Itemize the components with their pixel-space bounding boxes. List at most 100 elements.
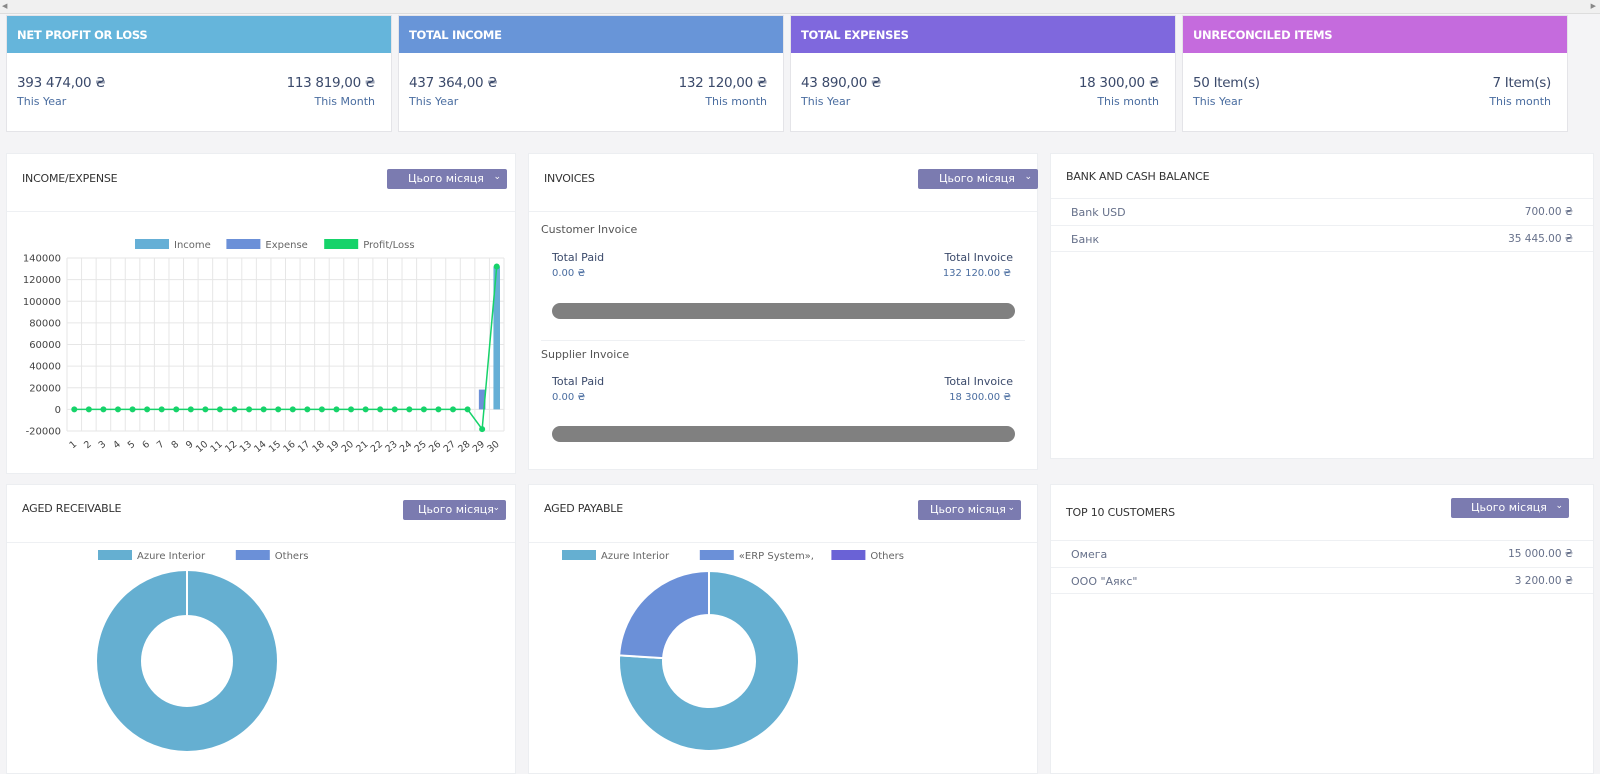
bank-row-value: 35 445.00 ₴ xyxy=(1508,233,1573,245)
period-dropdown[interactable]: Цього місяця ⌄ xyxy=(387,169,507,189)
chart-point xyxy=(479,426,486,433)
bank-row-value: 700.00 ₴ xyxy=(1524,206,1573,218)
customer-row-name: ООО "Аякс" xyxy=(1071,575,1138,588)
supplier-invoice-progress xyxy=(552,426,1015,442)
legend-label: Profit/Loss xyxy=(363,240,414,251)
chart-point xyxy=(202,406,209,413)
kpi-month-label: This Month xyxy=(314,95,375,108)
panel-title: INVOICES xyxy=(544,172,595,185)
kpi-year-value: 43 890,00 ₴ xyxy=(801,75,882,91)
customer-invoice-progress xyxy=(552,303,1015,319)
chart-point xyxy=(318,406,325,413)
x-tick-label: 4 xyxy=(111,439,123,451)
customer-total-invoice-value: 132 120.00 ₴ xyxy=(942,268,1011,279)
chart-point xyxy=(129,406,136,413)
period-dropdown-label: Цього місяця xyxy=(939,172,1015,185)
kpi-year-label: This Year xyxy=(1193,95,1243,108)
bank-row-name: Bank USD xyxy=(1071,206,1126,219)
customer-total-paid-label: Total Paid xyxy=(552,251,605,264)
chart-point xyxy=(362,406,369,413)
kpi-card[interactable]: TOTAL EXPENSES 43 890,00 ₴ This Year 18 300… xyxy=(790,15,1176,132)
kpi-month-value: 18 300,00 ₴ xyxy=(1078,75,1159,91)
bank-row[interactable]: Банк 35 445.00 ₴ xyxy=(1051,225,1593,252)
aged-receivable-panel: AGED RECEIVABLE Цього місяця ⌄ Azure Inte… xyxy=(6,484,516,774)
chart-point xyxy=(114,406,121,413)
customer-row[interactable]: ООО "Аякс" 3 200.00 ₴ xyxy=(1051,567,1593,594)
chart-point xyxy=(289,406,296,413)
donut-slice xyxy=(618,569,710,660)
y-tick-label: 0 xyxy=(55,405,61,416)
aged-payable-chart: Azure Interior «ERP System», Others xyxy=(562,550,904,752)
customer-row-value: 15 000.00 ₴ xyxy=(1508,548,1573,560)
chart-point xyxy=(275,406,282,413)
kpi-card[interactable]: NET PROFIT OR LOSS 393 474,00 ₴ This Year 1… xyxy=(6,15,392,132)
chart-point xyxy=(464,406,471,413)
kpi-year-label: This Year xyxy=(17,95,67,108)
bank-row[interactable]: Bank USD 700.00 ₴ xyxy=(1051,198,1593,225)
legend-swatch xyxy=(699,550,734,560)
chart-point xyxy=(420,406,427,413)
kpi-year-value: 437 364,00 ₴ xyxy=(409,75,498,91)
supplier-total-paid-value: 0.00 ₴ xyxy=(552,392,586,403)
donut-slice xyxy=(618,569,800,752)
kpi-month-value: 7 Item(s) xyxy=(1492,75,1552,91)
x-tick-label: 5 xyxy=(126,439,138,451)
y-tick-label: 140000 xyxy=(23,254,61,265)
y-tick-label: 120000 xyxy=(23,275,61,286)
chevron-down-icon: ⌄ xyxy=(1007,503,1015,513)
legend-swatch xyxy=(562,550,596,560)
bank-row-name: Банк xyxy=(1071,233,1100,246)
kpi-title: NET PROFIT OR LOSS xyxy=(7,16,391,53)
chart-point xyxy=(85,406,92,413)
period-dropdown[interactable]: Цього місяця ⌄ xyxy=(1451,498,1569,518)
x-tick-label: 3 xyxy=(97,439,109,451)
aged-payable-panel: AGED PAYABLE Цього місяця ⌄ Azure Interio… xyxy=(528,484,1038,774)
scroll-right-icon[interactable]: ▶ xyxy=(1590,2,1596,10)
scroll-left-icon[interactable]: ◀ xyxy=(2,2,8,10)
legend-label: Azure Interior xyxy=(137,551,206,562)
panel-title: AGED RECEIVABLE xyxy=(22,502,122,515)
chart-point xyxy=(246,406,253,413)
period-dropdown[interactable]: Цього місяця ⌄ xyxy=(918,169,1038,189)
panel-title: AGED PAYABLE xyxy=(544,502,623,515)
customer-row[interactable]: Омега 15 000.00 ₴ xyxy=(1051,540,1593,567)
customer-total-paid-value: 0.00 ₴ xyxy=(552,268,586,279)
kpi-card[interactable]: TOTAL INCOME 437 364,00 ₴ This Year 132 120… xyxy=(398,15,784,132)
chart-point xyxy=(144,406,151,413)
legend-swatch xyxy=(831,550,866,560)
period-dropdown-label: Цього місяця xyxy=(1471,501,1547,514)
period-dropdown[interactable]: Цього місяця ⌄ xyxy=(918,500,1021,520)
legend-label: Expense xyxy=(265,240,307,251)
chart-point xyxy=(304,406,311,413)
legend-swatch xyxy=(324,239,359,249)
kpi-year-value: 393 474,00 ₴ xyxy=(17,75,106,91)
chart-point xyxy=(260,406,267,413)
legend-swatch xyxy=(98,550,132,560)
x-tick-label: 1 xyxy=(68,439,80,451)
chart-point xyxy=(231,406,238,413)
kpi-card[interactable]: UNRECONCILED ITEMS 50 Item(s) This Year 7 I… xyxy=(1182,15,1568,132)
legend-label: Azure Interior xyxy=(601,551,670,562)
kpi-month-label: This month xyxy=(705,95,767,108)
legend-label: Others xyxy=(275,551,309,562)
supplier-total-paid-label: Total Paid xyxy=(552,375,605,388)
x-tick-label: 2 xyxy=(82,439,94,451)
x-tick-label: 8 xyxy=(169,439,181,451)
bank-cash-balance-panel: BANK AND CASH BALANCE Bank USD 700.00 ₴ Б… xyxy=(1050,153,1594,459)
chart-point xyxy=(348,406,355,413)
top-customers-panel: TOP 10 CUSTOMERS Цього місяця ⌄ Омега 15 0… xyxy=(1050,484,1594,774)
legend-label: Income xyxy=(174,240,211,251)
kpi-title: TOTAL INCOME xyxy=(399,16,783,53)
period-dropdown[interactable]: Цього місяця ⌄ xyxy=(403,500,506,520)
kpi-month-value: 132 120,00 ₴ xyxy=(678,75,768,91)
chart-point xyxy=(435,406,442,413)
x-tick-label: 6 xyxy=(140,439,152,451)
income-expense-chart: Income Expense Profit/Loss1400001200001000… xyxy=(23,239,505,455)
x-tick-label: 9 xyxy=(184,439,196,451)
kpi-title: TOTAL EXPENSES xyxy=(791,16,1175,53)
y-tick-label: 40000 xyxy=(29,362,61,373)
supplier-total-invoice-label: Total Invoice xyxy=(944,375,1013,388)
customer-row-value: 3 200.00 ₴ xyxy=(1514,575,1573,587)
kpi-year-value: 50 Item(s) xyxy=(1193,75,1260,91)
customer-invoice-label: Customer Invoice xyxy=(541,223,638,236)
